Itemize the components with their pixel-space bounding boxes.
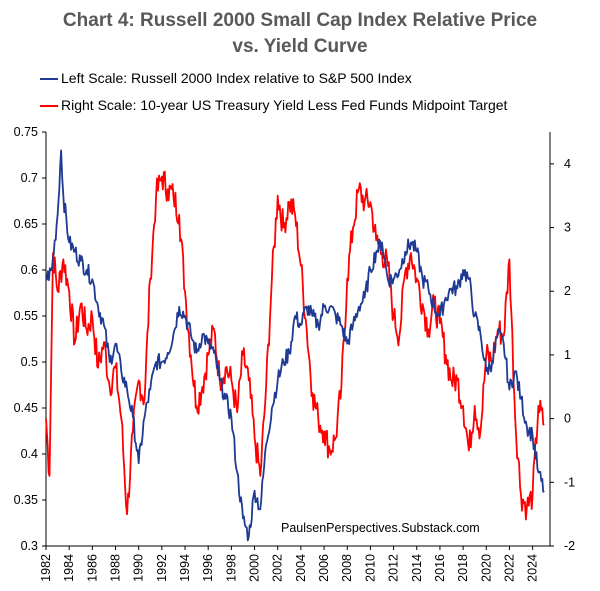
x-tick-label: 1982 xyxy=(39,554,53,582)
legend-label-left-series: Left Scale: Russell 2000 Index relative … xyxy=(61,70,412,86)
legend-swatch-blue xyxy=(40,78,58,81)
x-tick-label: 2012 xyxy=(387,554,401,582)
x-tick-label: 1986 xyxy=(85,554,99,582)
chart-title-line-2: vs. Yield Curve xyxy=(232,36,368,57)
x-tick-label: 2024 xyxy=(526,554,540,582)
right-tick-label: 2 xyxy=(564,284,571,298)
left-tick-label: 0.35 xyxy=(14,493,38,507)
chart-title-line-1: Chart 4: Russell 2000 Small Cap Index Re… xyxy=(62,10,538,31)
x-tick-label: 1998 xyxy=(224,554,238,582)
x-tick-label: 1984 xyxy=(62,554,76,582)
chart-credit: PaulsenPerspectives.Substack.com xyxy=(281,521,480,535)
x-tick-label: 2008 xyxy=(340,554,354,582)
left-tick-label: 0.4 xyxy=(21,447,38,461)
legend-item-right-series: Right Scale: 10-year US Treasury Yield L… xyxy=(40,97,507,113)
left-tick-label: 0.45 xyxy=(14,401,38,415)
right-tick-label: 0 xyxy=(564,412,571,426)
x-tick-label: 1988 xyxy=(109,554,123,582)
x-tick-label: 2006 xyxy=(317,554,331,582)
x-tick-label: 1990 xyxy=(132,554,146,582)
right-tick-label: -1 xyxy=(564,475,575,489)
x-tick-label: 1996 xyxy=(201,554,215,582)
left-tick-label: 0.5 xyxy=(21,355,38,369)
x-tick-label: 1994 xyxy=(178,554,192,582)
right-tick-label: 1 xyxy=(564,348,571,362)
left-tick-label: 0.75 xyxy=(14,125,38,139)
x-tick-label: 2018 xyxy=(456,554,470,582)
legend-swatch-red xyxy=(40,105,58,108)
x-tick-label: 2020 xyxy=(479,554,493,582)
left-tick-label: 0.65 xyxy=(14,217,38,231)
left-tick-label: 0.3 xyxy=(21,539,38,553)
right-series-line xyxy=(45,170,545,521)
left-tick-label: 0.55 xyxy=(14,309,38,323)
legend-item-left-series: Left Scale: Russell 2000 Index relative … xyxy=(40,70,412,86)
x-tick-label: 2002 xyxy=(271,554,285,582)
x-tick-label: 2000 xyxy=(248,554,262,582)
x-tick-label: 2010 xyxy=(363,554,377,582)
right-tick-label: 4 xyxy=(564,157,571,171)
x-tick-label: 2016 xyxy=(433,554,447,582)
chart-axes: 0.75 0.7 0.65 0.6 0.55 0.5 0.45 0.4 0.35 0.3 4 3 2 1 0… xyxy=(14,125,576,582)
legend-label-right-series: Right Scale: 10-year US Treasury Yield L… xyxy=(61,97,508,113)
left-series-line xyxy=(45,149,545,542)
x-tick-label: 2022 xyxy=(502,554,516,582)
left-tick-label: 0.6 xyxy=(21,263,38,277)
x-tick-label: 2014 xyxy=(410,554,424,582)
chart-series xyxy=(45,149,545,542)
right-tick-label: -2 xyxy=(564,539,575,553)
x-tick-label: 2004 xyxy=(294,554,308,582)
left-tick-label: 0.7 xyxy=(21,171,38,185)
right-tick-label: 3 xyxy=(564,221,571,235)
x-tick-label: 1992 xyxy=(155,554,169,582)
